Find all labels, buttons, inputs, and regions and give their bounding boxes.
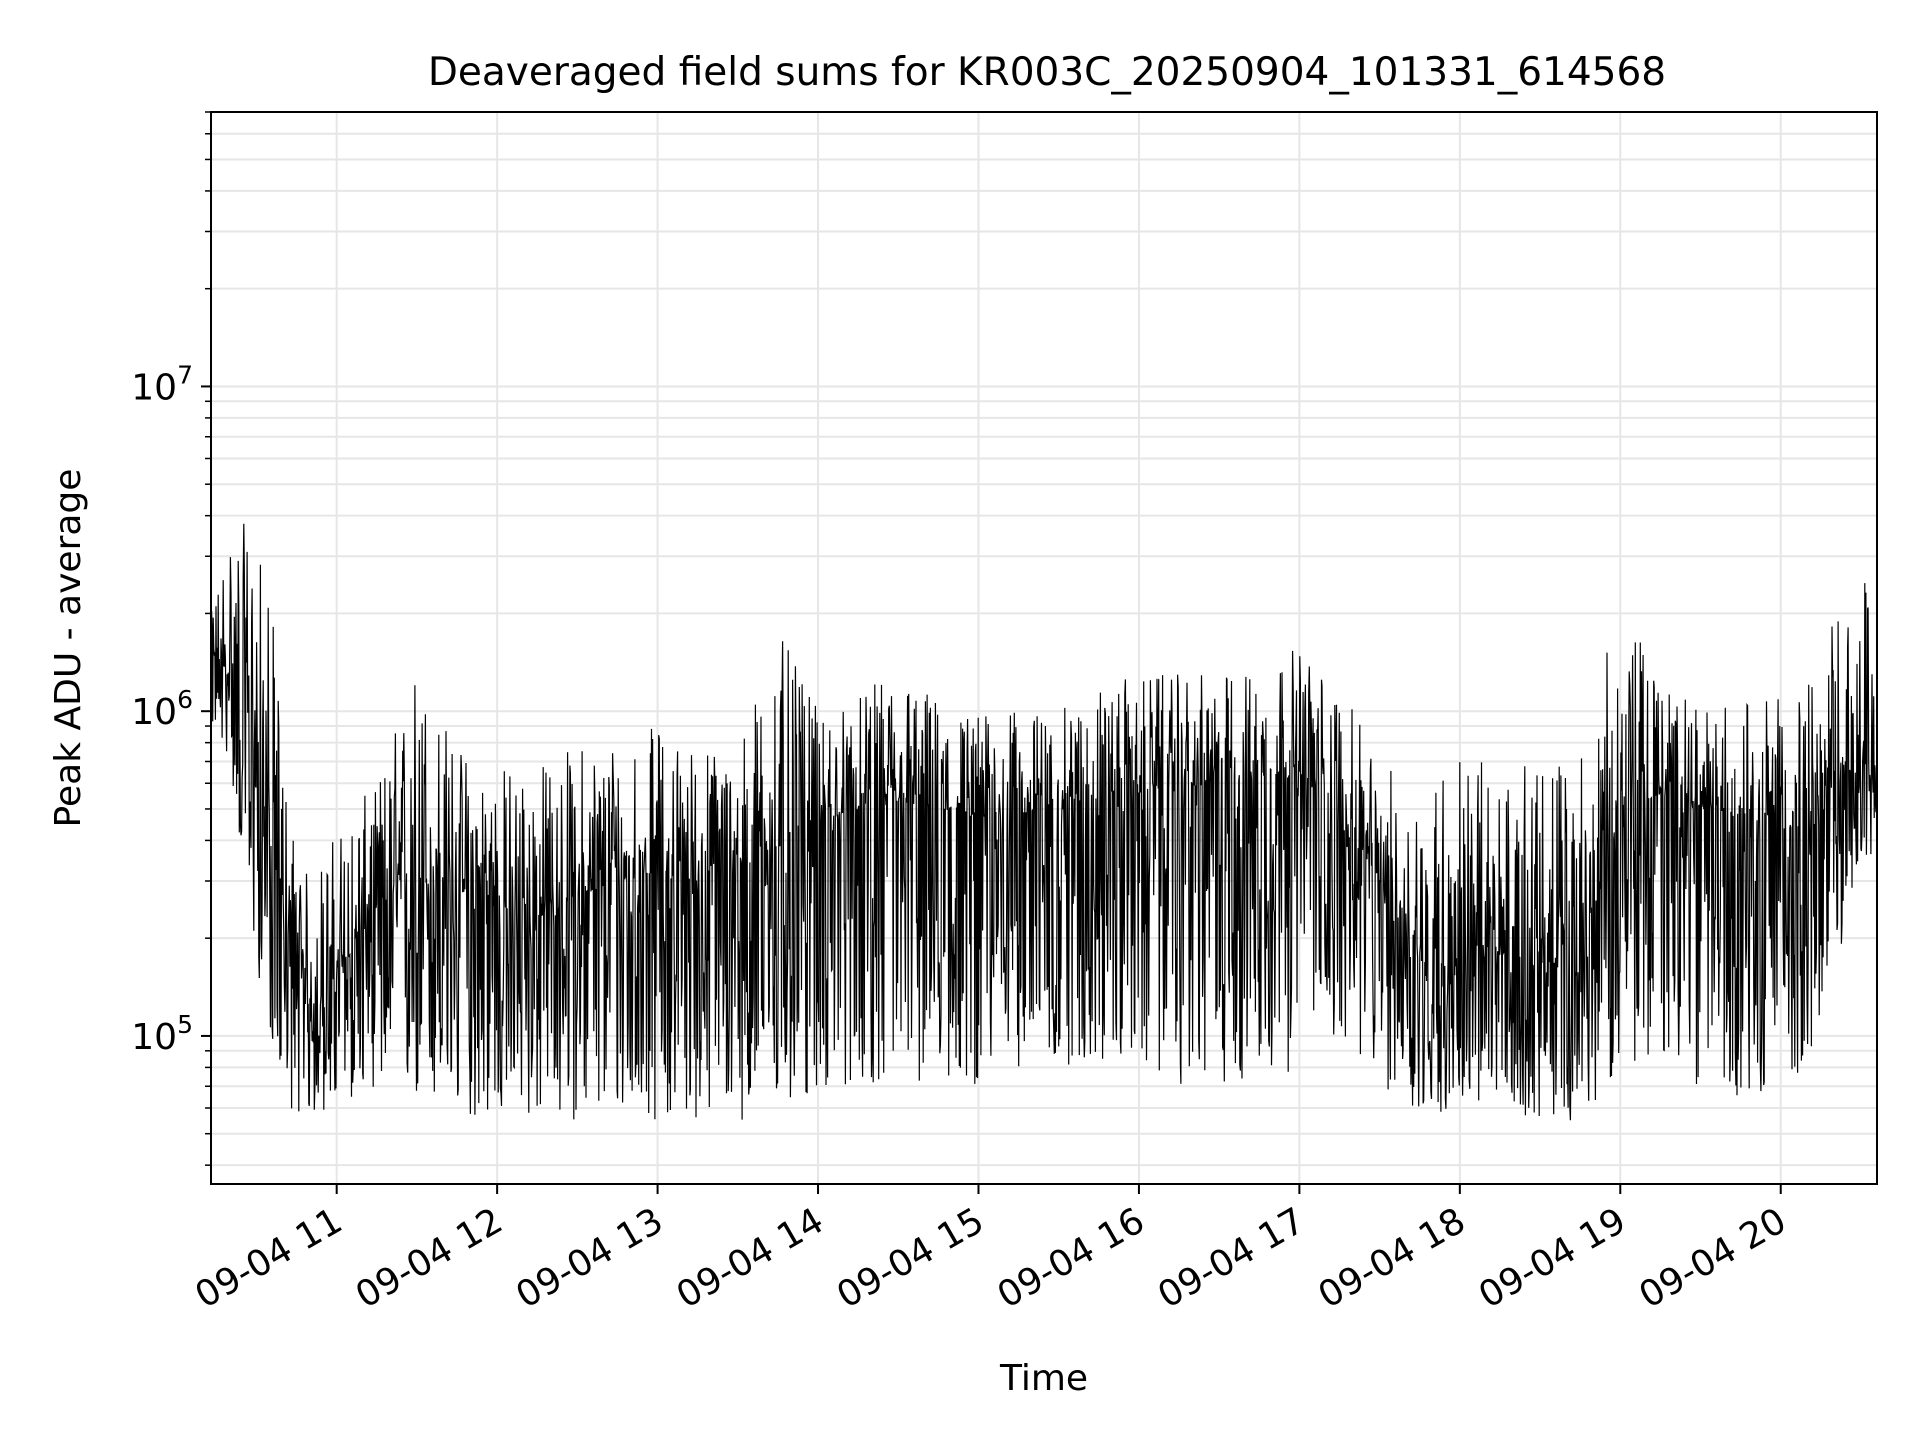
plot-frame [210,111,1878,1185]
x-axis: 09-04 11 09-04 12 09-04 13 09-04 14 09-04 15… [189,1184,1794,1317]
x-tick-label: 09-04 15 [830,1200,991,1316]
series-line [210,523,1878,1121]
y-axis-label: Peak ADU - average [48,469,89,828]
x-tick-label: 09-04 11 [189,1200,350,1316]
x-tick-label: 09-04 20 [1633,1200,1794,1316]
chart-title: Deaveraged field sums for KR003C_2025090… [428,50,1666,95]
x-tick-label: 09-04 13 [509,1200,670,1316]
x-tick-label: 09-04 16 [991,1200,1152,1316]
x-tick-label: 09-04 17 [1151,1200,1312,1316]
x-tick-label: 09-04 12 [349,1200,510,1316]
plot-area [210,523,1878,1121]
x-axis-label: Time [999,1358,1088,1399]
x-tick-label: 09-04 18 [1312,1200,1473,1316]
y-tick-label: 106 [131,685,193,733]
y-axis: 105 106 107 [131,111,211,1166]
x-tick-label: 09-04 14 [670,1200,831,1316]
grid [211,111,1877,1184]
y-tick-label: 107 [131,360,193,408]
x-tick-label: 09-04 19 [1472,1200,1633,1316]
y-tick-label: 105 [131,1010,193,1058]
